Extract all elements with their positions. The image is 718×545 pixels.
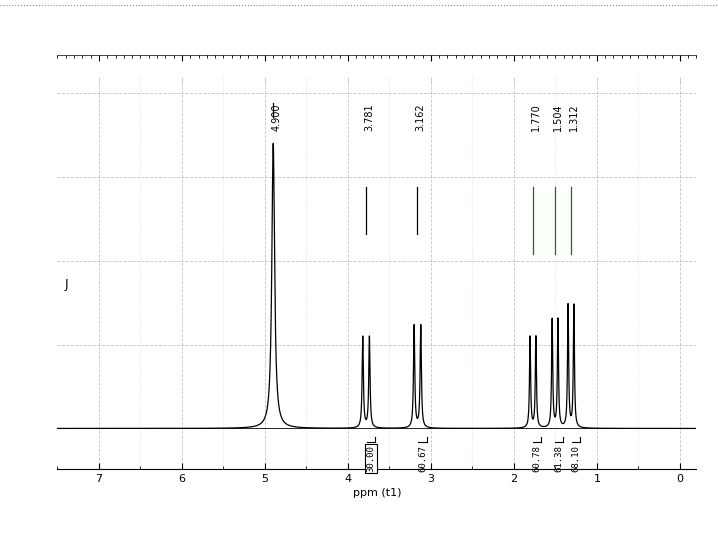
Text: 1.312: 1.312: [569, 103, 579, 131]
Text: 30.00: 30.00: [367, 445, 376, 472]
Text: 1.504: 1.504: [554, 103, 564, 131]
Text: J: J: [65, 278, 69, 291]
X-axis label: ppm (t1): ppm (t1): [353, 488, 401, 498]
Text: 3.162: 3.162: [416, 103, 426, 131]
Text: 1.770: 1.770: [531, 103, 541, 131]
Text: 61.38: 61.38: [554, 445, 563, 472]
Text: 68.10: 68.10: [572, 445, 581, 472]
Text: 3.781: 3.781: [365, 103, 374, 131]
Text: 60.78: 60.78: [533, 445, 541, 472]
Text: 4.900: 4.900: [271, 103, 281, 131]
Text: 60.67: 60.67: [418, 445, 427, 472]
